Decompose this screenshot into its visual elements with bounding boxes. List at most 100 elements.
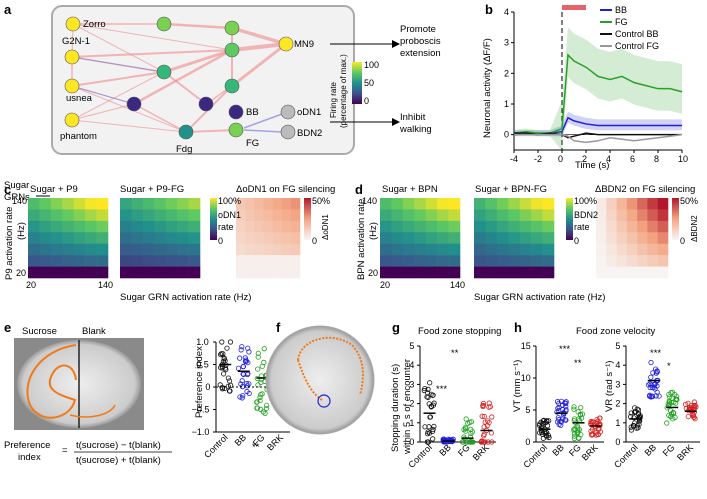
d-hm3-cell [647, 266, 659, 279]
d-hm1-cell [425, 198, 438, 210]
c-hm2-cell [142, 220, 155, 233]
c-hm2-cell [131, 255, 144, 267]
h1-point [578, 404, 584, 411]
node-bb [228, 104, 244, 120]
h2-ytick: 2 [615, 399, 620, 409]
d-hm2-cell [496, 232, 509, 245]
node-5 [224, 20, 240, 36]
c-hm2-cell [177, 266, 189, 279]
d-title-1: Sugar + BPN [382, 184, 438, 195]
d-hm3-cell [596, 255, 607, 267]
h2-xtick: BRK [675, 442, 695, 462]
e-point [257, 394, 263, 401]
d-hm3-cell [606, 209, 617, 222]
c-hm1-cell [62, 266, 75, 279]
h2-ytick: 0 [615, 437, 620, 447]
c-cb1-max: 100% [218, 196, 241, 206]
d-hm2-cell [474, 209, 486, 222]
d-hm1-cell [414, 220, 427, 233]
c-hm3-cell [281, 198, 292, 210]
g-point [488, 430, 495, 436]
d-hm3-cell [606, 220, 617, 233]
c-hm3-cell [254, 266, 264, 279]
d-hm1-cell [402, 220, 415, 233]
panel-f: f [265, 320, 375, 435]
d-hm3-cell [647, 198, 659, 210]
e-point [220, 371, 227, 377]
e-point [260, 409, 266, 415]
d-hm1-cell [391, 220, 404, 233]
d-hm2-cell [542, 198, 555, 210]
c-hm2-cell [177, 232, 189, 245]
d-hm3-cell [626, 198, 638, 210]
c-hm2-cell [131, 220, 144, 233]
d-hm3-cell [647, 209, 659, 222]
h2-point [648, 374, 654, 380]
c-heatmaps [28, 198, 301, 279]
h2-point [648, 359, 654, 366]
d-hm3-cell [616, 232, 628, 245]
b-ytick: 0 [504, 130, 509, 140]
d-hm2-cell [531, 232, 543, 245]
c-hm3-cell [290, 266, 301, 279]
d-hm3-cell [657, 266, 669, 279]
c-hm3-cell [263, 209, 273, 222]
node-3 [126, 96, 142, 112]
h1-point [546, 418, 552, 424]
c-hm1-cell [39, 220, 52, 233]
g-point [444, 439, 450, 445]
h2-point [631, 415, 637, 421]
panel-h: h Food zone velocity VT (mm s⁻¹) VR (rad… [512, 320, 700, 470]
d-hm1-cell [414, 266, 427, 279]
e-point [226, 378, 233, 384]
h1-ytick: 15 [521, 341, 531, 351]
h2-point [649, 393, 655, 399]
odn1-label: oDN1 [297, 107, 321, 118]
h1-point [579, 415, 585, 421]
c-cbar-1 [210, 198, 217, 240]
panel-f-letter: f [276, 320, 281, 335]
c-hm2-cell [188, 209, 201, 222]
d-hm3-cell [647, 232, 659, 245]
c-hm2-cell [120, 198, 132, 210]
d-hm1-cell [380, 243, 392, 256]
d-hm1-cell [448, 220, 461, 233]
c-hm2-cell [154, 209, 167, 222]
legend-control-bb: Control BB [615, 29, 659, 39]
c-hm3-cell [263, 266, 273, 279]
h2-point [633, 409, 639, 415]
e-point [245, 345, 251, 351]
line-Control-FG [514, 133, 683, 144]
g-point [422, 424, 428, 430]
c-hm2-cell [131, 266, 144, 279]
d-hm2-cell [474, 266, 486, 279]
h1-xtick: BB [550, 442, 566, 458]
h2-ytick: 5 [615, 341, 620, 351]
h1-point [563, 400, 569, 406]
c-hm1-cell [85, 255, 97, 267]
g-point [482, 439, 488, 445]
c-hm1-cell [85, 232, 97, 245]
g-ytick: 2 [409, 399, 414, 409]
e-point [238, 381, 244, 387]
g-point [426, 401, 432, 407]
d-hm1-cell [425, 220, 438, 233]
d-hm3-cell [637, 243, 648, 256]
e-point [237, 394, 243, 400]
d-hm2-cell [519, 266, 532, 279]
panel-a-colorbar [352, 62, 362, 104]
c-hm3-cell [245, 232, 255, 245]
c-hm3-cell [254, 255, 264, 267]
e-point [263, 405, 270, 412]
d-hm3-cell [657, 198, 669, 210]
c-hm3-cell [245, 255, 255, 267]
e-ytick: −0.5 [192, 405, 210, 415]
h2-point [650, 370, 656, 376]
d-ylabel-1: BPN activation rate [356, 199, 367, 280]
d-hm2-cell [485, 198, 498, 210]
output-1-line-3: extension [400, 48, 441, 59]
grns-label: GRNs [4, 192, 30, 203]
c-hm1-cell [28, 255, 40, 267]
d-hm1-cell [380, 209, 392, 222]
c-hm1-cell [39, 198, 52, 210]
